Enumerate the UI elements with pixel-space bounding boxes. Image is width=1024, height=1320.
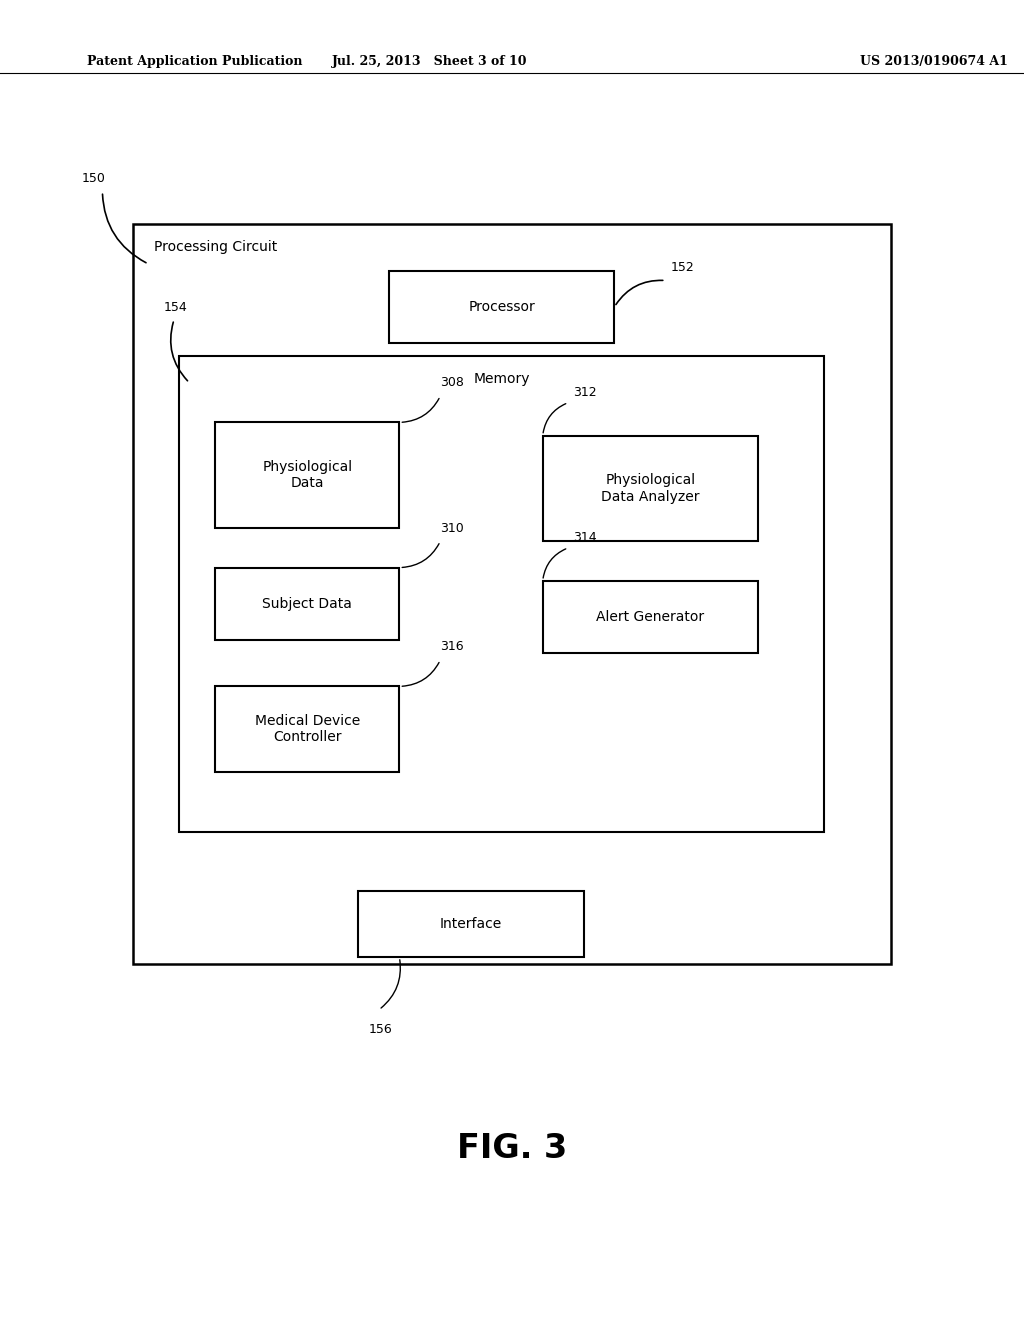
FancyBboxPatch shape	[543, 581, 758, 653]
Text: 316: 316	[440, 640, 464, 653]
Text: Jul. 25, 2013   Sheet 3 of 10: Jul. 25, 2013 Sheet 3 of 10	[333, 55, 527, 69]
Text: 312: 312	[573, 385, 597, 399]
FancyBboxPatch shape	[215, 686, 399, 772]
Text: US 2013/0190674 A1: US 2013/0190674 A1	[860, 55, 1008, 69]
Text: 308: 308	[440, 376, 464, 389]
Text: 156: 156	[369, 1023, 392, 1036]
Text: Medical Device
Controller: Medical Device Controller	[255, 714, 359, 744]
FancyBboxPatch shape	[133, 224, 891, 964]
Text: 310: 310	[440, 521, 464, 535]
FancyBboxPatch shape	[389, 271, 614, 343]
FancyBboxPatch shape	[215, 422, 399, 528]
Text: Memory: Memory	[473, 372, 530, 387]
Text: Interface: Interface	[440, 917, 502, 931]
Text: 154: 154	[164, 301, 187, 314]
FancyBboxPatch shape	[358, 891, 584, 957]
Text: Physiological
Data Analyzer: Physiological Data Analyzer	[601, 474, 699, 503]
Text: Subject Data: Subject Data	[262, 597, 352, 611]
FancyBboxPatch shape	[179, 356, 824, 832]
Text: Patent Application Publication: Patent Application Publication	[87, 55, 302, 69]
FancyBboxPatch shape	[543, 436, 758, 541]
Text: FIG. 3: FIG. 3	[457, 1133, 567, 1166]
Text: 150: 150	[82, 172, 105, 185]
Text: 152: 152	[671, 261, 694, 275]
Text: 314: 314	[573, 531, 597, 544]
FancyBboxPatch shape	[215, 568, 399, 640]
Text: Processor: Processor	[468, 300, 536, 314]
Text: Physiological
Data: Physiological Data	[262, 461, 352, 490]
Text: Processing Circuit: Processing Circuit	[154, 240, 276, 255]
Text: Alert Generator: Alert Generator	[596, 610, 705, 624]
